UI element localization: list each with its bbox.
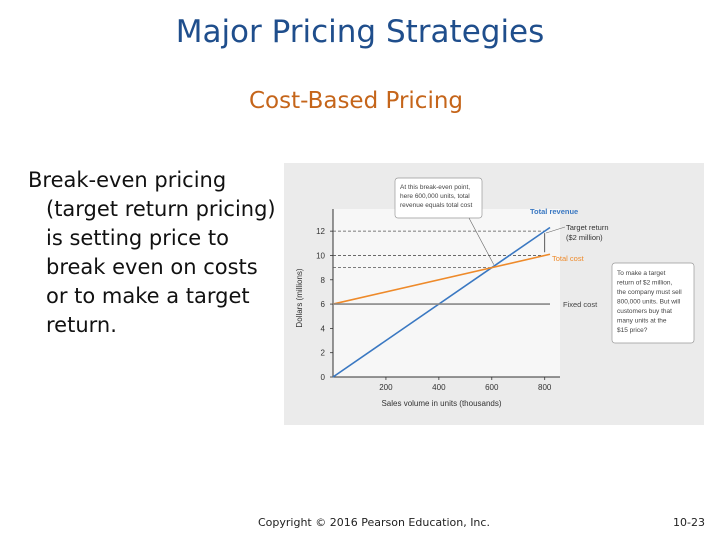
copyright-footer: Copyright © 2016 Pearson Education, Inc. <box>258 516 490 529</box>
annotation-break-even-line: At this break-even point, <box>400 184 470 191</box>
x-axis-label: Sales volume in units (thousands) <box>381 399 501 408</box>
chart-series <box>332 226 551 378</box>
series-total-revenue-line <box>332 226 551 378</box>
break-even-chart-svg: 0 2 4 6 8 10 12 200 400 600 800 Sales volume in uni… <box>295 177 695 408</box>
annotation-break-even-box <box>394 177 483 219</box>
series-label-total-revenue: Total revenue <box>530 207 578 216</box>
y-tick-label: 12 <box>316 227 325 236</box>
x-tick-label: 400 <box>432 383 446 392</box>
annotation-question-line: To make a target <box>617 270 666 277</box>
series-total-cost-line <box>332 253 551 305</box>
annotation-question-line: 800,000 units. But will <box>617 299 681 306</box>
body-text-first-line: Break-even pricing <box>28 168 227 192</box>
annotation-break-even-pointer <box>468 217 495 265</box>
chart-labels: Total revenue Total cost Fixed cost <box>530 207 598 309</box>
annotation-break-even-line: revenue equals total cost <box>400 202 472 209</box>
y-tick-label: 0 <box>321 373 326 382</box>
y-axis-label: Dollars (millions) <box>295 268 304 327</box>
plot-area <box>333 209 560 377</box>
annotation-question-line: return of $2 million, <box>617 280 672 287</box>
x-tick-label: 200 <box>379 383 393 392</box>
annotation-question-box <box>611 262 695 344</box>
annotation-question-line: the company must sell <box>617 289 682 296</box>
slide-subtitle: Cost-Based Pricing <box>248 88 464 114</box>
body-text-continuation: (target return pricing) is setting price… <box>46 197 276 337</box>
break-even-chart: 0 2 4 6 8 10 12 200 400 600 800 Sales volume in uni… <box>284 163 704 425</box>
slide-title: Major Pricing Strategies <box>175 14 545 50</box>
annotation-target-return-line: Target return <box>566 223 609 232</box>
y-tick-label: 8 <box>321 276 326 285</box>
annotation-target-return-pointer <box>545 226 566 234</box>
body-text: Break-even pricing (target return pricin… <box>28 166 278 340</box>
chart-annotations: At this break-even point, here 600,000 un… <box>394 177 695 344</box>
annotation-question-line: $15 price? <box>617 327 648 334</box>
x-tick-label: 800 <box>538 383 552 392</box>
annotation-question-line: many units at the <box>617 318 667 325</box>
annotation-break-even-line: here 600,000 units, total <box>400 193 470 200</box>
annotation-target-return-line: ($2 million) <box>566 233 603 242</box>
annotation-question-line: customers buy that <box>617 308 672 315</box>
series-label-fixed-cost: Fixed cost <box>563 300 598 309</box>
y-tick-label: 2 <box>321 349 326 358</box>
slide-number: 10-23 <box>673 516 705 529</box>
y-tick-label: 6 <box>321 300 326 309</box>
y-tick-label: 10 <box>316 251 325 260</box>
x-tick-label: 600 <box>485 383 499 392</box>
y-tick-label: 4 <box>321 324 326 333</box>
chart-axes: 0 2 4 6 8 10 12 200 400 600 800 Sales volume in uni… <box>295 209 560 408</box>
series-label-total-cost: Total cost <box>552 254 585 263</box>
